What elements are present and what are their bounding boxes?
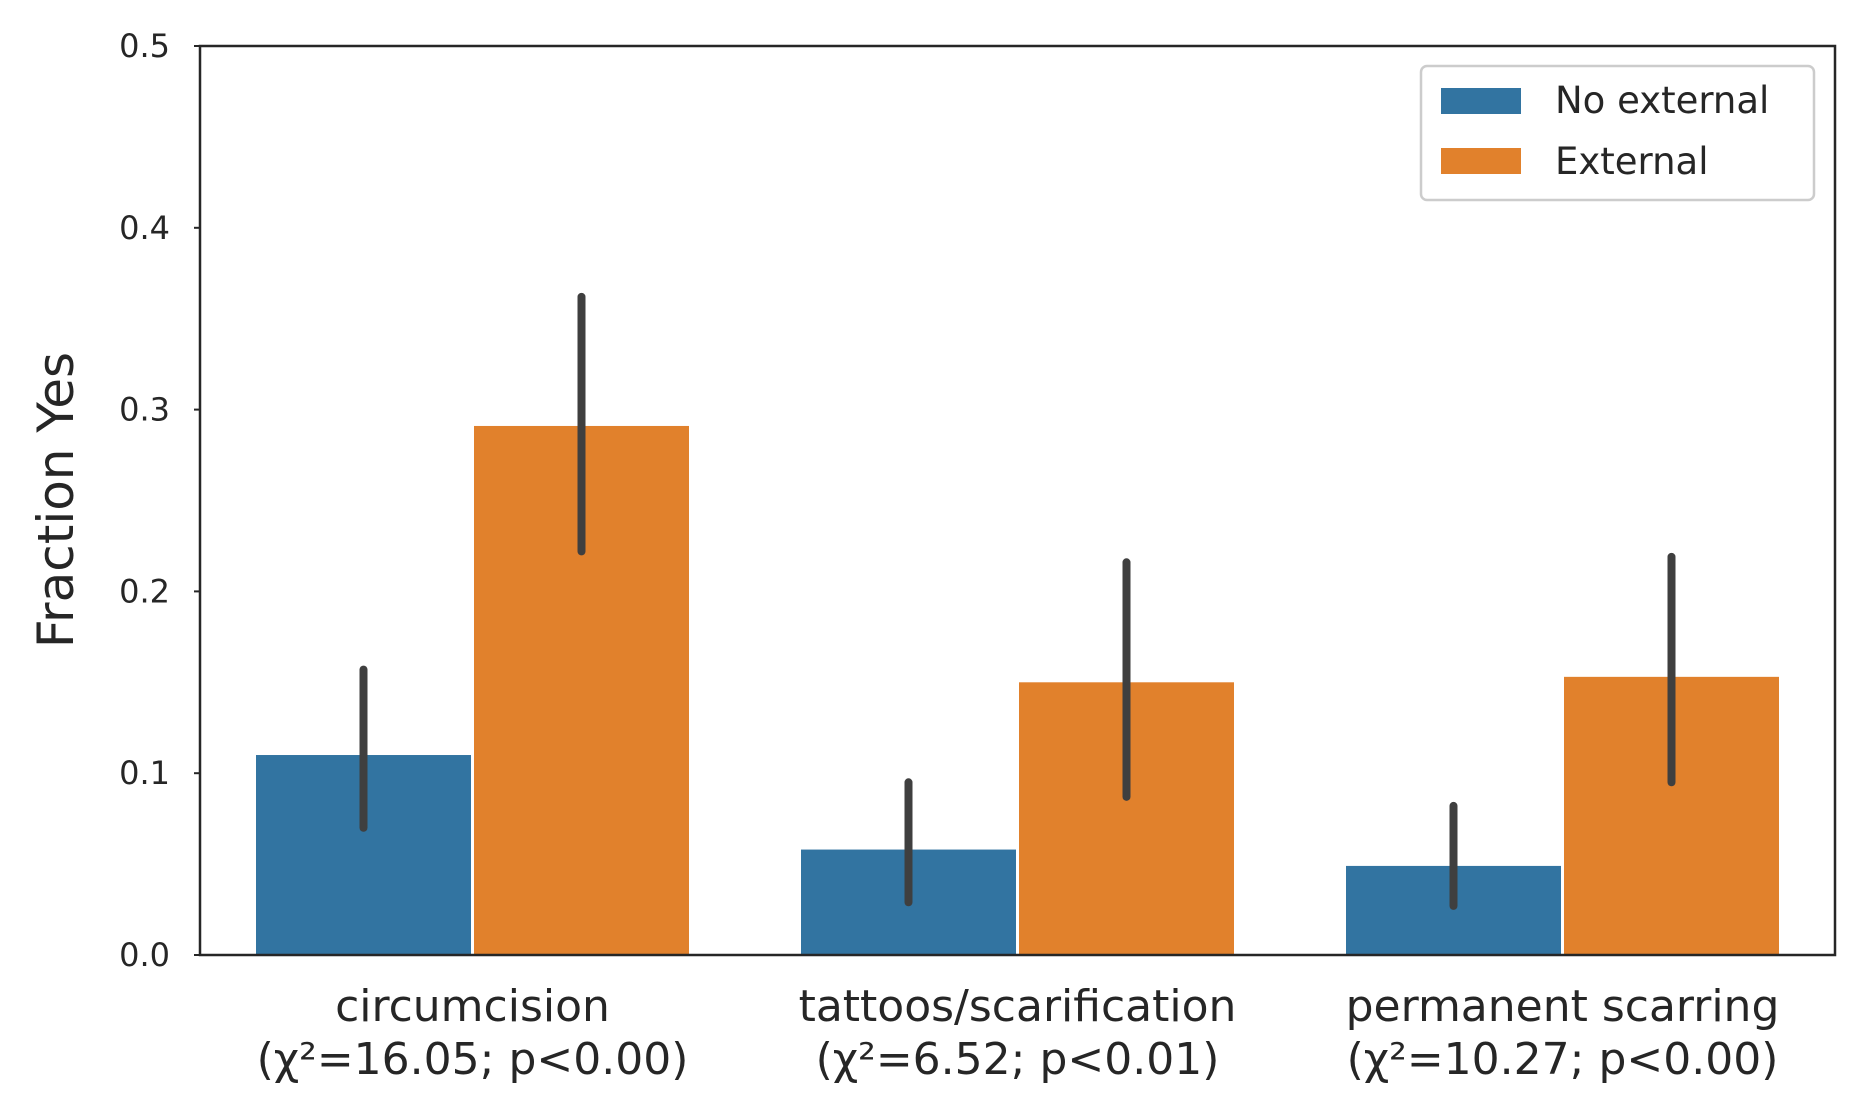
y-tick-label: 0.2 [119, 572, 170, 610]
y-tick-label: 0.0 [119, 936, 170, 974]
bars-layer [256, 425, 1779, 955]
y-axis: 0.0 0.1 0.2 0.3 0.4 0.5 [119, 27, 200, 974]
x-tick-label: (χ²=6.52; p<0.01) [816, 1034, 1220, 1085]
x-tick-label: (χ²=16.05; p<0.00) [257, 1034, 689, 1085]
error-bars-layer [359, 292, 1676, 910]
x-tick-label: circumcision [335, 981, 610, 1032]
legend-swatch-no-external [1441, 88, 1521, 114]
legend-swatch-external [1441, 148, 1521, 174]
y-tick-label: 0.5 [119, 27, 170, 65]
legend: No external External [1419, 64, 1816, 202]
y-tick-label: 0.1 [119, 754, 170, 792]
y-axis-title: Fraction Yes [27, 352, 85, 648]
x-tick-label: permanent scarring [1346, 981, 1780, 1032]
plot-frame [198, 44, 1837, 957]
x-axis: circumcision(χ²=16.05; p<0.00) tattoos/sc… [257, 981, 1780, 1085]
legend-label-no-external: No external [1555, 79, 1769, 122]
y-tick-label: 0.4 [119, 209, 170, 247]
x-tick-label: (χ²=10.27; p<0.00) [1347, 1034, 1779, 1085]
legend-label-external: External [1555, 140, 1709, 183]
y-tick-label: 0.3 [119, 391, 170, 429]
x-tick-label: tattoos/scarification [799, 981, 1237, 1032]
